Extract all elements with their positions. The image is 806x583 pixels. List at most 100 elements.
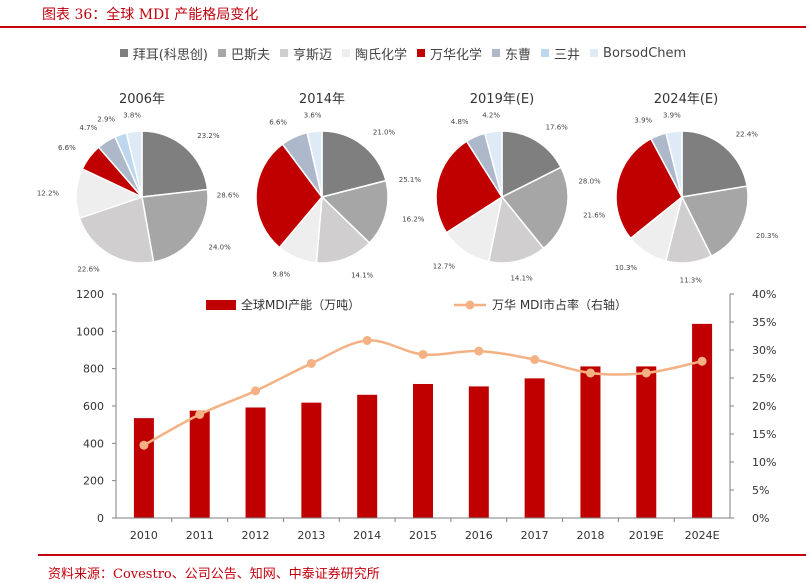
y-tick-label-left: 1000 (76, 325, 104, 338)
pie-slice (487, 195, 545, 264)
pie-slice (141, 130, 209, 198)
pie-slice (141, 188, 209, 263)
pie-slice (483, 130, 503, 198)
share-point (362, 335, 372, 345)
capacity-bar (468, 386, 489, 518)
pie-slice-label: 3.6% (304, 112, 322, 120)
pie-slice-label: 10.3% (615, 264, 638, 272)
pie-title: 2024年(E) (654, 92, 718, 107)
legend-item-bayer: 拜耳(科思创) (119, 44, 208, 63)
pie-slice-label: 9.8% (272, 271, 290, 279)
y-tick-label-right: 35% (752, 316, 776, 329)
legend-label: 三井 (554, 47, 581, 63)
y-tick-label-right: 20% (752, 400, 776, 413)
pie-slice (435, 140, 504, 234)
pie-slice-label: 6.6% (58, 144, 76, 152)
legend-item-tosoh: 东曹 (492, 44, 531, 63)
pie-slice-label: 14.1% (351, 272, 374, 280)
footer-rule (38, 554, 806, 556)
x-tick-label: 2013 (297, 529, 325, 542)
y-tick-label-left: 800 (83, 363, 104, 376)
pie-slice-label: 16.2% (402, 215, 425, 223)
legend-item-huntsman: 亨斯迈 (279, 44, 332, 63)
capacity-bar (413, 383, 433, 518)
legend-item-basf: 巴斯夫 (217, 44, 270, 63)
pie-slice-label: 22.4% (736, 131, 759, 139)
capacity-bar (245, 407, 266, 518)
pie-slice-label: 20.3% (756, 232, 779, 240)
y-tick-label-right: 0% (752, 512, 769, 525)
pie-slice-label: 11.3% (680, 277, 703, 285)
legend-item-borsodchem: BorsodChem (590, 46, 686, 61)
y-tick-label-left: 600 (83, 400, 104, 413)
legend-item-mitsui: 三井 (541, 44, 580, 63)
share-point (139, 440, 149, 450)
pie-slice-label: 28.6% (217, 192, 240, 200)
legend-label: 亨斯迈 (292, 47, 332, 63)
pie-slice (306, 130, 323, 198)
x-tick-label: 2019E (629, 529, 664, 542)
legend-item-dow: 陶氏化学 (341, 44, 407, 63)
legend-label: 陶氏化学 (354, 47, 407, 63)
pie-slice-label: 22.6% (77, 265, 100, 273)
pie-slice-label: 17.6% (546, 123, 569, 131)
x-tick-label: 2024E (685, 529, 720, 542)
capacity-bar (301, 402, 322, 518)
legend-label: 东曹 (505, 47, 532, 63)
pie-title: 2014年 (299, 92, 345, 107)
capacity-bar (133, 418, 154, 518)
y-tick-label-left: 1200 (76, 288, 104, 301)
legend-label: 拜耳(科思创) (132, 47, 208, 63)
y-tick-label-right: 15% (752, 428, 776, 441)
share-point (251, 386, 261, 396)
pie-slice-label: 4.2% (482, 112, 500, 120)
legend-item-wanhua: 万华化学 (416, 44, 482, 63)
legend-swatch (279, 49, 288, 57)
pie-slice (321, 130, 387, 198)
pie-slice-label: 12.2% (37, 189, 60, 197)
pie-slice-label: 23.2% (197, 132, 220, 140)
pie-title: 2019年(E) (470, 92, 534, 107)
share-point (195, 409, 205, 419)
share-point (418, 349, 428, 359)
legend-bar-swatch (206, 300, 236, 310)
pie-slice (255, 143, 323, 249)
legend-bar-label: 全球MDI产能（万吨） (241, 297, 360, 312)
legend-swatch (341, 49, 350, 57)
y-tick-label-right: 25% (752, 372, 776, 385)
legend-label: BorsodChem (603, 45, 687, 61)
pie-slice-label: 12.7% (433, 262, 456, 270)
pie-charts: 2006年 2014年 2019年(E) 2024年(E) 23.2% 24.0%… (37, 92, 779, 285)
share-point (474, 346, 484, 356)
capacity-share-chart: 0 200 400 600 800 1000 1200 0% 5% 10% 15% 20% 25% 30%… (76, 288, 776, 542)
x-tick-label: 2016 (465, 529, 493, 542)
pie-slice-label: 21.6% (583, 212, 606, 220)
pie-slice-label: 3.9% (634, 117, 652, 125)
x-tick-label: 2010 (130, 529, 158, 542)
legend-swatch (217, 49, 226, 57)
legend-swatch (416, 49, 425, 57)
capacity-bar (357, 394, 378, 518)
legend-swatch (541, 49, 550, 57)
x-tick-label: 2017 (521, 529, 549, 542)
x-tick-label: 2014 (353, 529, 381, 542)
pie-slice-label: 4.8% (451, 118, 469, 126)
pie-slice (680, 185, 749, 258)
pie-slice (501, 130, 562, 199)
pie-slice-label: 28.0% (578, 177, 601, 185)
source-note: 资料来源：Covestro、公司公告、知网、中泰证券研究所 (48, 567, 380, 582)
pie-slice-label: 4.7% (80, 124, 98, 132)
figure-title: 图表 36：全球 MDI 产能格局变化 (42, 7, 259, 23)
capacity-bar (580, 366, 601, 518)
y-tick-label-left: 400 (83, 437, 104, 450)
capacity-bar (189, 410, 210, 518)
legend-swatch (119, 49, 128, 57)
pie-slice (681, 130, 748, 198)
pie-slice-label: 24.0% (209, 244, 232, 252)
pie-slice (665, 130, 683, 198)
y-tick-label-right: 10% (752, 456, 776, 469)
pie-slice (78, 196, 155, 264)
pie-slice (125, 130, 143, 198)
share-point (641, 368, 651, 378)
pie-slice-label: 6.6% (269, 119, 287, 127)
